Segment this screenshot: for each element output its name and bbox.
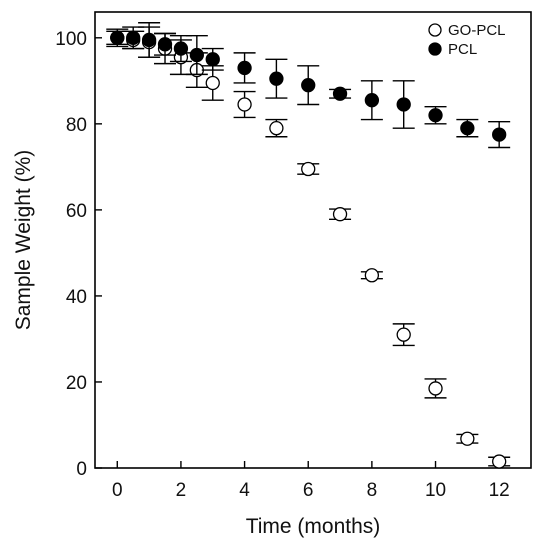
x-axis-title: Time (months) [246, 515, 381, 538]
y-axis: 0 20 40 60 80 100 [55, 29, 102, 480]
series-pcl [106, 22, 511, 149]
legend-label: GO-PCL [448, 22, 506, 39]
y-axis-title: Sample Weight (%) [12, 150, 35, 331]
plot-frame [94, 11, 532, 469]
data-point [269, 71, 284, 86]
y-tick-label: 20 [66, 373, 87, 394]
data-point [396, 97, 411, 112]
x-tick-label: 12 [489, 480, 510, 501]
data-point [205, 52, 220, 67]
data-point [428, 108, 443, 123]
y-tick-label: 60 [66, 201, 87, 222]
series-layer [106, 22, 511, 469]
data-point [428, 381, 443, 396]
y-tick-label: 40 [66, 287, 87, 308]
data-point [110, 30, 125, 45]
x-tick-label: 6 [303, 480, 314, 501]
data-point [301, 77, 316, 93]
y-tick-label: 80 [66, 115, 87, 136]
x-axis: 0 2 4 6 8 10 12 [112, 461, 510, 501]
legend-marker [428, 23, 442, 37]
y-tick-label: 0 [76, 459, 87, 480]
data-point [332, 86, 348, 101]
y-tick-label: 100 [55, 29, 87, 50]
data-point [126, 30, 141, 45]
data-point [157, 37, 173, 52]
data-point [364, 93, 380, 108]
data-point [237, 97, 252, 112]
data-point [460, 431, 475, 446]
data-point [460, 121, 475, 136]
data-point [173, 41, 189, 56]
data-point [492, 454, 507, 469]
data-point [189, 47, 204, 63]
legend-marker [428, 42, 442, 56]
x-tick-label: 8 [367, 480, 378, 501]
x-tick-label: 2 [176, 480, 187, 501]
x-tick-label: 10 [425, 480, 446, 501]
data-point [205, 75, 220, 91]
data-point [332, 207, 348, 222]
data-point [237, 60, 252, 76]
data-point [364, 268, 380, 283]
data-point [301, 161, 316, 177]
legend-label: PCL [448, 41, 477, 58]
data-point [141, 32, 157, 48]
data-point [396, 327, 411, 342]
x-tick-label: 0 [112, 480, 123, 501]
data-point [269, 121, 284, 136]
data-point [492, 127, 507, 142]
legend: GO-PCL PCL [428, 22, 506, 58]
x-tick-label: 4 [239, 480, 250, 501]
